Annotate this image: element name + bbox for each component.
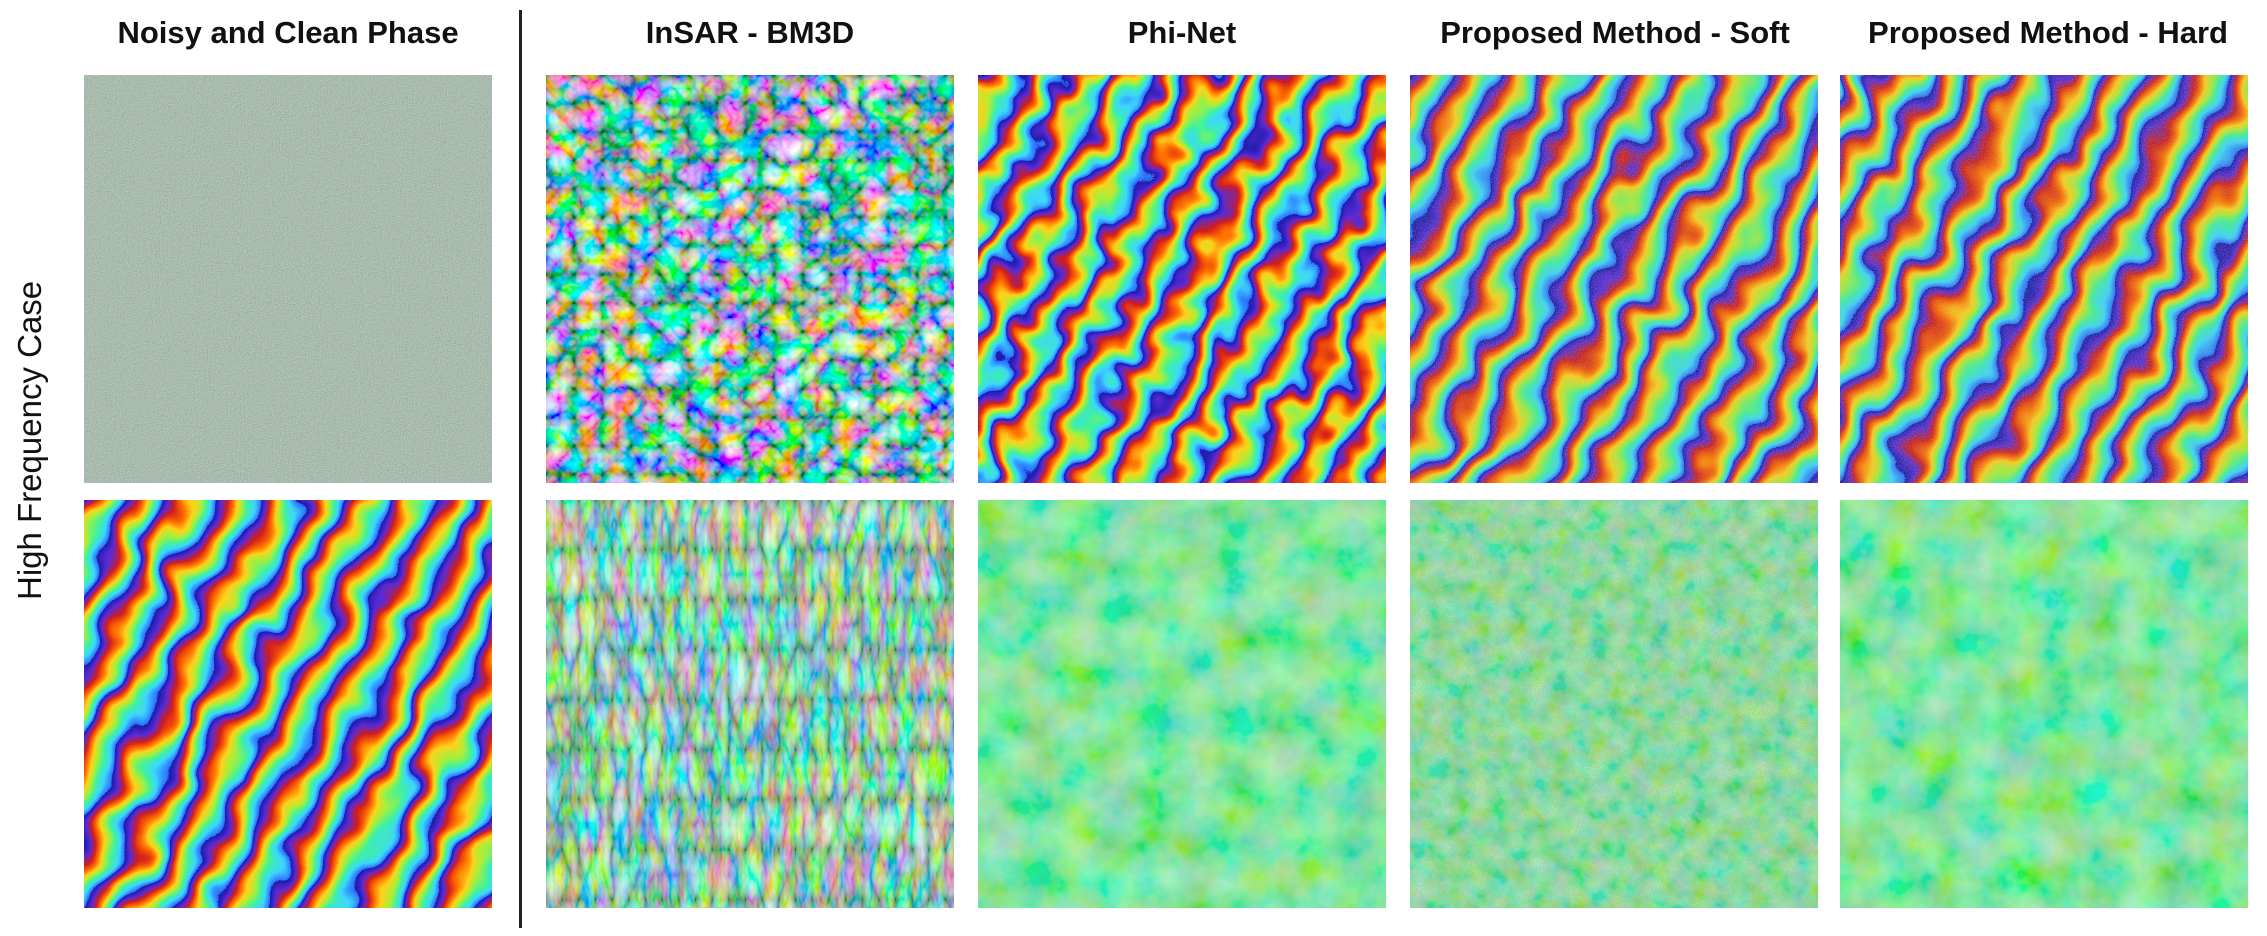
- column-title-phi-net: Phi-Net: [1127, 15, 1237, 50]
- tile-insar-bm3d-bottom: [546, 500, 954, 908]
- column-divider: [519, 10, 522, 928]
- tile-insar-bm3d-top: [546, 75, 954, 483]
- tile-proposed-hard-top: [1840, 75, 2248, 483]
- column-title-proposed-soft: Proposed Method - Soft: [1440, 15, 1790, 50]
- tile-phi-net-top: [978, 75, 1386, 483]
- tile-proposed-hard-bottom: [1840, 500, 2248, 908]
- tile-proposed-soft-bottom: [1410, 500, 1818, 908]
- column-title-noisy-clean: Noisy and Clean Phase: [117, 15, 459, 50]
- column-title-proposed-hard: Proposed Method - Hard: [1868, 15, 2228, 50]
- tile-proposed-soft-top: [1410, 75, 1818, 483]
- tile-noisy-phase: [84, 75, 492, 483]
- tile-phi-net-bottom: [978, 500, 1386, 908]
- column-title-insar-bm3d: InSAR - BM3D: [645, 15, 855, 50]
- tile-clean-phase: [84, 500, 492, 908]
- row-label-high-frequency: High Frequency Case: [11, 280, 48, 600]
